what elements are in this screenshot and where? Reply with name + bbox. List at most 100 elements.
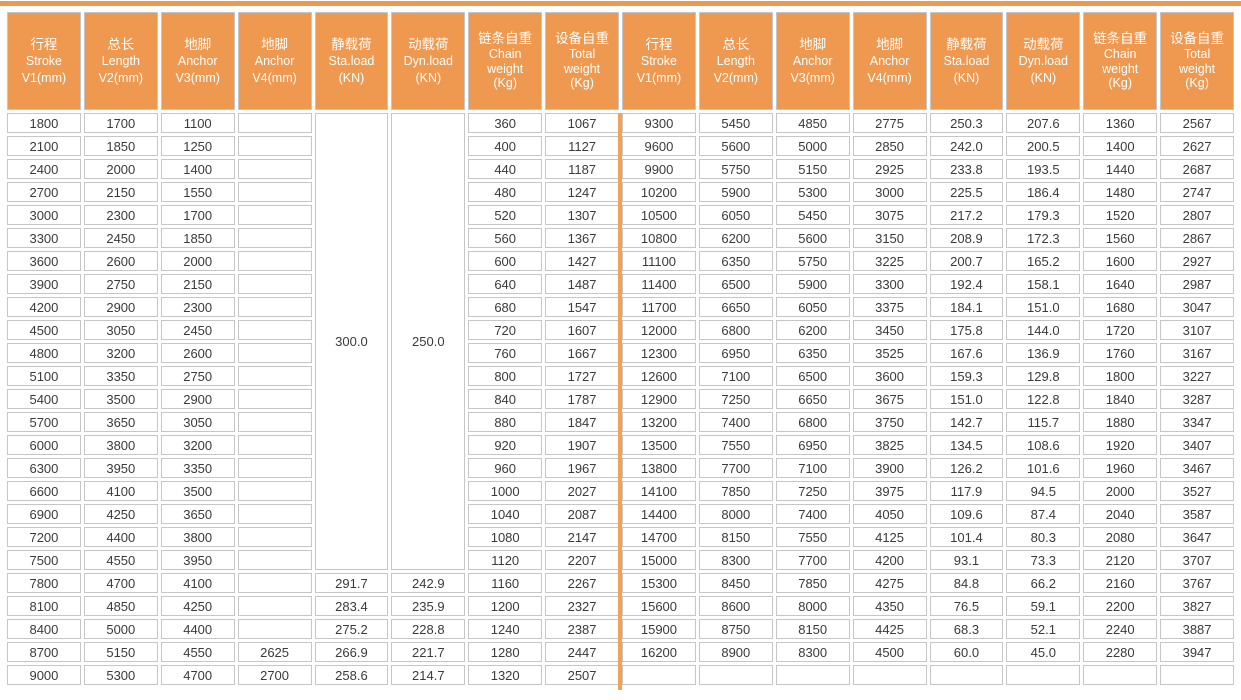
cell: 80.3 (1006, 527, 1081, 547)
cell: 2120 (1083, 550, 1158, 570)
cell: 144.0 (1006, 320, 1081, 340)
cell: 5300 (83, 665, 158, 685)
cell: 7250 (698, 389, 773, 409)
cell: 3800 (83, 435, 158, 455)
cell: 7400 (698, 412, 773, 432)
table-row: 8400 5000 4400 275.2 228.8 1240 2387 15900 8750 8… (7, 619, 1234, 639)
cell: 11400 (622, 274, 696, 294)
spec-table-header: 行程 Stroke V1(mm) 总长 Length V2(mm) 地脚 Anchor V3(m… (7, 12, 1234, 110)
cell: 4250 (83, 504, 158, 524)
cell: 6500 (698, 274, 773, 294)
cell (929, 665, 1004, 685)
table-row: 4500 3050 2450 720 1607 12000 6800 6200 3450 175.… (7, 320, 1234, 340)
cell: 275.2 (314, 619, 389, 639)
cell: 9300 (622, 113, 696, 133)
cell: 4200 (852, 550, 927, 570)
cell: 3675 (852, 389, 927, 409)
cell: 1400 (1083, 136, 1158, 156)
column-header-static-load: 静载荷 Sta.load (KN) (929, 12, 1004, 110)
top-accent-bar (0, 1, 1241, 6)
cell: 2150 (83, 182, 158, 202)
cell: 7850 (698, 481, 773, 501)
table-row: 9000 5300 4700 2700 258.6 214.7 1320 2507 (7, 665, 1234, 685)
cell: 7850 (775, 573, 850, 593)
cell: 4100 (160, 573, 235, 593)
cell: 2925 (852, 159, 927, 179)
cell (237, 527, 312, 547)
column-header-dynamic-load: 动载荷 Dyn.load (KN) (391, 12, 466, 110)
cell: 2450 (160, 320, 235, 340)
cell: 3300 (852, 274, 927, 294)
table-row: 1800 1700 1100 300.0 250.0 360 1067 9300 5450 485… (7, 113, 1234, 570)
cell: 3887 (1160, 619, 1234, 639)
cell: 1067 (545, 113, 619, 133)
cell: 760 (468, 343, 543, 363)
cell: 6900 (7, 504, 81, 524)
cell: 242.0 (929, 136, 1004, 156)
cell: 4400 (160, 619, 235, 639)
cell: 11700 (622, 297, 696, 317)
cell (237, 550, 312, 570)
cell: 1160 (468, 573, 543, 593)
cell: 235.9 (391, 596, 466, 616)
cell: 3047 (1160, 297, 1234, 317)
cell (622, 665, 696, 685)
cell: 5450 (775, 205, 850, 225)
cell: 7400 (775, 504, 850, 524)
cell: 9600 (622, 136, 696, 156)
cell: 4350 (852, 596, 927, 616)
cell: 2750 (160, 366, 235, 386)
cell: 3050 (160, 412, 235, 432)
cell: 2267 (545, 573, 619, 593)
cell: 7800 (7, 573, 81, 593)
cell: 5600 (775, 228, 850, 248)
cell: 2747 (1160, 182, 1234, 202)
cell: 1700 (83, 113, 158, 133)
middle-divider (618, 113, 622, 690)
column-header-length: 总长 Length V2(mm) (698, 12, 773, 110)
cell: 1440 (1083, 159, 1158, 179)
cell: 233.8 (929, 159, 1004, 179)
cell: 1680 (1083, 297, 1158, 317)
cell: 2625 (237, 642, 312, 662)
column-header-chain-weight: 链条自重 Chain weight (Kg) (468, 12, 543, 110)
cell: 3947 (1160, 642, 1234, 662)
cell: 9000 (7, 665, 81, 685)
cell: 2280 (1083, 642, 1158, 662)
cell: 3167 (1160, 343, 1234, 363)
cell: 4200 (7, 297, 81, 317)
cell: 5150 (775, 159, 850, 179)
table-row: 6900 4250 3650 1040 2087 14400 8000 7400 4050 109… (7, 504, 1234, 524)
cell: 2447 (545, 642, 619, 662)
cell: 2700 (237, 665, 312, 685)
cell: 5700 (7, 412, 81, 432)
cell: 193.5 (1006, 159, 1081, 179)
cell: 1080 (468, 527, 543, 547)
cell: 15900 (622, 619, 696, 639)
cell: 1250 (160, 136, 235, 156)
cell: 3800 (160, 527, 235, 547)
cell: 6050 (775, 297, 850, 317)
column-header-anchor-v4: 地脚 Anchor V4(mm) (237, 12, 312, 110)
cell: 1850 (160, 228, 235, 248)
cell (237, 274, 312, 294)
cell: 5600 (698, 136, 773, 156)
cell: 186.4 (1006, 182, 1081, 202)
cell: 2240 (1083, 619, 1158, 639)
cell: 8100 (7, 596, 81, 616)
cell: 221.7 (391, 642, 466, 662)
cell: 1600 (1083, 251, 1158, 271)
cell: 117.9 (929, 481, 1004, 501)
cell: 15000 (622, 550, 696, 570)
cell: 3647 (1160, 527, 1234, 547)
cell: 8600 (698, 596, 773, 616)
cell: 87.4 (1006, 504, 1081, 524)
cell: 3500 (83, 389, 158, 409)
cell: 4800 (7, 343, 81, 363)
cell: 129.8 (1006, 366, 1081, 386)
cell: 1850 (83, 136, 158, 156)
cell: 101.6 (1006, 458, 1081, 478)
column-header-chain-weight: 链条自重 Chain weight (Kg) (1083, 12, 1158, 110)
cell: 4050 (852, 504, 927, 524)
cell (1006, 665, 1081, 685)
